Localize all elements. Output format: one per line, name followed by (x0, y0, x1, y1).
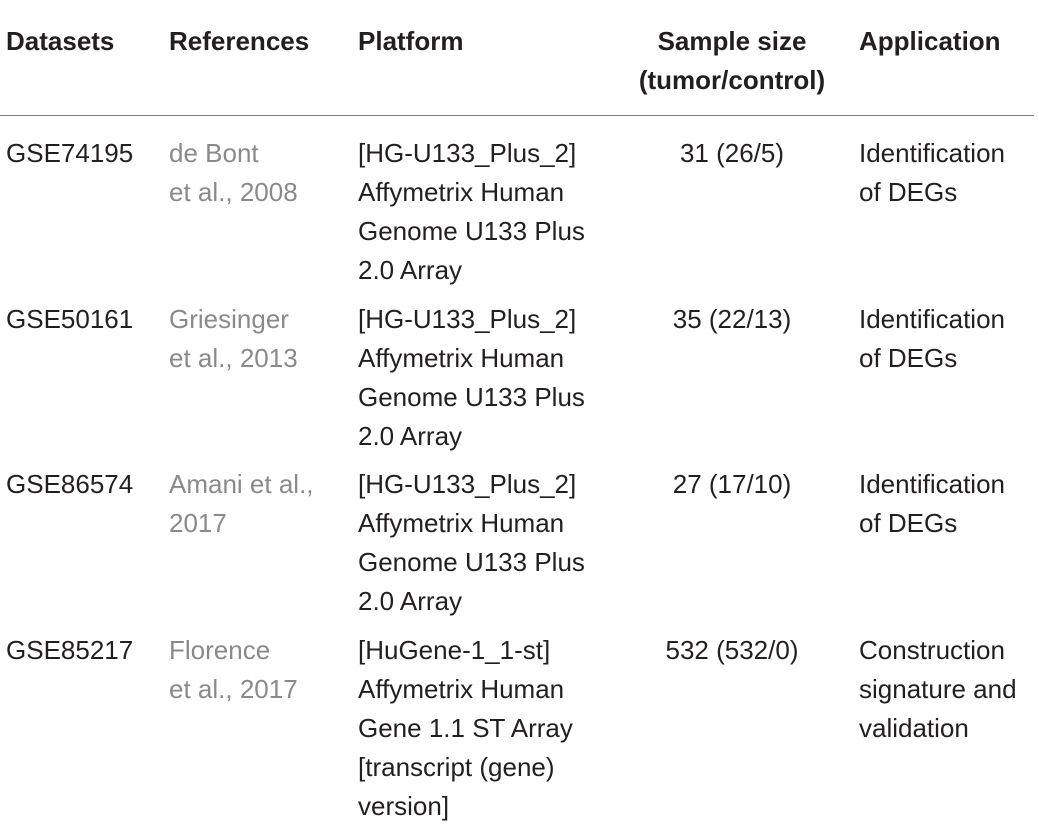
cell-platform-line: version] (358, 791, 450, 821)
cell-dataset: GSE86574 (6, 469, 134, 499)
cell-reference[interactable]: Amani et al., 2017 (169, 465, 314, 543)
cell-application: Construction signature and validation (859, 631, 1017, 748)
header-platform: Platform (358, 26, 464, 56)
cell-application-line: Construction (859, 635, 1005, 665)
cell-application-line: of DEGs (859, 177, 958, 207)
cell-platform-line: Affymetrix Human (358, 674, 565, 704)
cell-reference-line[interactable]: Amani et al., (169, 469, 314, 499)
cell-application: Identification of DEGs (859, 465, 1005, 543)
cell-reference[interactable]: Griesinger et al., 2013 (169, 300, 298, 378)
header-sample-size: Sample size (tumor/control) (622, 22, 842, 100)
cell-platform-line: Affymetrix Human (358, 343, 565, 373)
cell-dataset: GSE74195 (6, 138, 134, 168)
header-datasets: Datasets (6, 26, 115, 56)
cell-sample-size: 27 (17/10) (672, 469, 792, 499)
cell-platform-line: [HG-U133_Plus_2] (358, 138, 577, 168)
cell-reference-line[interactable]: 2017 (169, 508, 227, 538)
header-references: References (169, 26, 310, 56)
cell-application-line: validation (859, 713, 969, 743)
cell-platform-line: [HG-U133_Plus_2] (358, 469, 577, 499)
cell-application-line: of DEGs (859, 508, 958, 538)
cell-platform-line: 2.0 Array (358, 255, 463, 285)
cell-reference-line[interactable]: Florence (169, 635, 271, 665)
cell-reference-line[interactable]: et al., 2008 (169, 177, 298, 207)
cell-platform-line: 2.0 Array (358, 586, 463, 616)
cell-sample-size: 532 (532/0) (665, 635, 799, 665)
cell-application: Identification of DEGs (859, 134, 1005, 212)
cell-platform: [HuGene-1_1-st] Affymetrix Human Gene 1.1 … (358, 631, 573, 826)
cell-platform: [HG-U133_Plus_2] Affymetrix Human Genome U… (358, 465, 585, 621)
cell-application-line: signature and (859, 674, 1017, 704)
cell-reference[interactable]: Florence et al., 2017 (169, 631, 298, 709)
cell-platform-line: Genome U133 Plus (358, 382, 585, 412)
cell-platform-line: [HG-U133_Plus_2] (358, 304, 577, 334)
cell-application-line: Identification (859, 304, 1005, 334)
cell-reference-line[interactable]: de Bont (169, 138, 259, 168)
cell-reference[interactable]: de Bont et al., 2008 (169, 134, 298, 212)
header-sample-size-line1: Sample size (657, 26, 807, 56)
cell-platform-line: Genome U133 Plus (358, 547, 585, 577)
cell-application-line: Identification (859, 469, 1005, 499)
cell-sample-size: 31 (26/5) (679, 138, 785, 168)
header-divider (0, 115, 1034, 116)
header-sample-size-line2: (tumor/control) (638, 65, 826, 95)
cell-sample-size: 35 (22/13) (672, 304, 792, 334)
cell-platform-line: Affymetrix Human (358, 508, 565, 538)
cell-platform: [HG-U133_Plus_2] Affymetrix Human Genome U… (358, 300, 585, 456)
cell-platform-line: Gene 1.1 ST Array (358, 713, 573, 743)
cell-platform-line: Genome U133 Plus (358, 216, 585, 246)
cell-platform: [HG-U133_Plus_2] Affymetrix Human Genome U… (358, 134, 585, 290)
header-application: Application (859, 26, 1001, 56)
cell-application-line: Identification (859, 138, 1005, 168)
cell-dataset: GSE50161 (6, 304, 134, 334)
cell-reference-line[interactable]: et al., 2017 (169, 674, 298, 704)
cell-reference-line[interactable]: Griesinger (169, 304, 289, 334)
cell-platform-line: [transcript (gene) (358, 752, 555, 782)
cell-reference-line[interactable]: et al., 2013 (169, 343, 298, 373)
cell-platform-line: Affymetrix Human (358, 177, 565, 207)
cell-application-line: of DEGs (859, 343, 958, 373)
cell-dataset: GSE85217 (6, 635, 134, 665)
cell-platform-line: 2.0 Array (358, 421, 463, 451)
cell-platform-line: [HuGene-1_1-st] (358, 635, 551, 665)
cell-application: Identification of DEGs (859, 300, 1005, 378)
